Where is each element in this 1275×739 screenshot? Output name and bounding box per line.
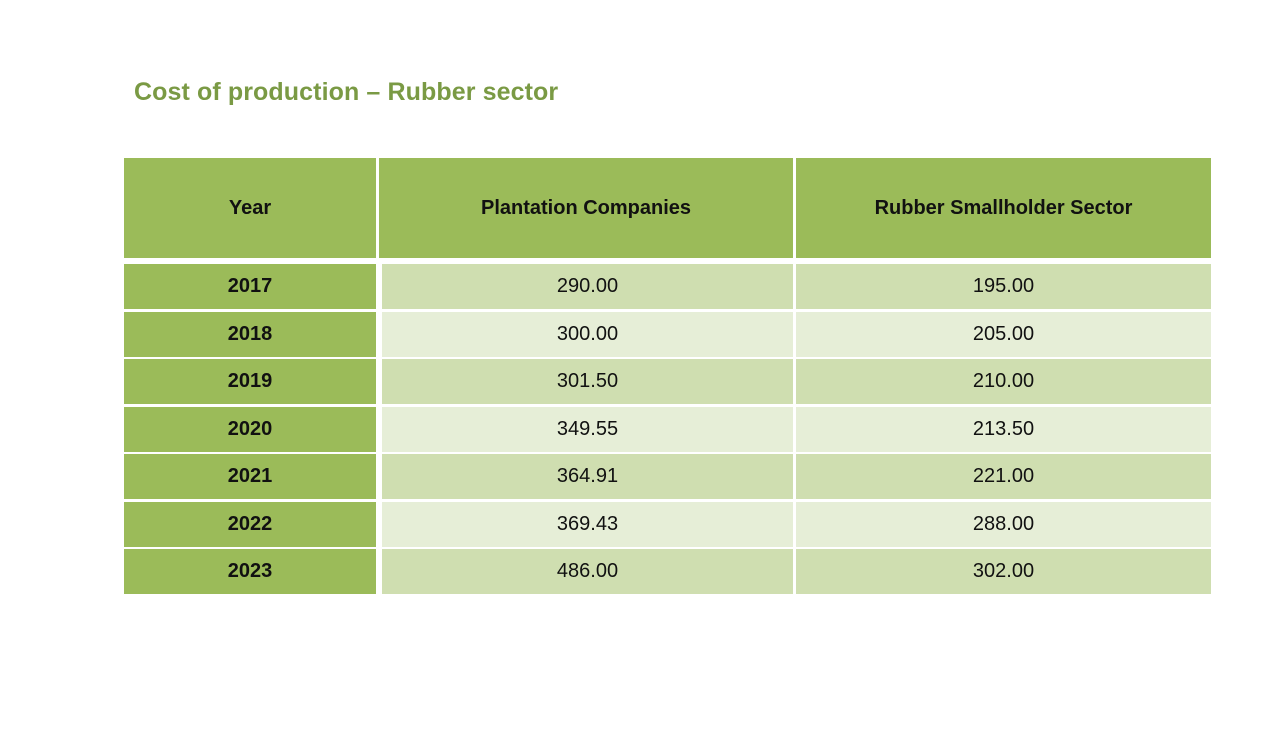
- table-row: 2020 349.55 213.50: [124, 406, 1211, 452]
- smallholder-value-cell: 205.00: [796, 311, 1211, 357]
- year-cell: 2019: [124, 359, 376, 404]
- column-divider: [376, 311, 382, 357]
- column-divider: [793, 454, 796, 499]
- cost-table: Year Plantation Companies Rubber Smallho…: [124, 158, 1211, 594]
- plantation-value-cell: 369.43: [382, 501, 793, 547]
- plantation-value-cell: 486.00: [382, 549, 793, 594]
- smallholder-value-cell: 195.00: [796, 264, 1211, 309]
- smallholder-value-cell: 288.00: [796, 501, 1211, 547]
- year-cell: 2018: [124, 311, 376, 357]
- year-cell: 2022: [124, 501, 376, 547]
- column-divider: [793, 264, 796, 309]
- column-divider: [376, 406, 382, 452]
- smallholder-value-cell: 210.00: [796, 359, 1211, 404]
- table-header-row: Year Plantation Companies Rubber Smallho…: [124, 158, 1211, 258]
- column-divider: [376, 158, 379, 258]
- header-rubber-smallholder-sector: Rubber Smallholder Sector: [796, 158, 1211, 258]
- table-row: 2017 290.00 195.00: [124, 264, 1211, 309]
- year-cell: 2021: [124, 454, 376, 499]
- smallholder-value-cell: 302.00: [796, 549, 1211, 594]
- table-row: 2018 300.00 205.00: [124, 311, 1211, 357]
- plantation-value-cell: 290.00: [382, 264, 793, 309]
- column-divider: [793, 549, 796, 594]
- plantation-value-cell: 349.55: [382, 406, 793, 452]
- column-divider: [793, 501, 796, 547]
- table-row: 2023 486.00 302.00: [124, 549, 1211, 594]
- plantation-value-cell: 300.00: [382, 311, 793, 357]
- plantation-value-cell: 301.50: [382, 359, 793, 404]
- column-divider: [376, 501, 382, 547]
- header-year: Year: [124, 158, 376, 258]
- year-cell: 2020: [124, 406, 376, 452]
- table-row: 2022 369.43 288.00: [124, 501, 1211, 547]
- column-divider: [793, 359, 796, 404]
- year-cell: 2017: [124, 264, 376, 309]
- column-divider: [376, 264, 382, 309]
- column-divider: [376, 454, 382, 499]
- column-divider: [793, 158, 796, 258]
- page-title: Cost of production – Rubber sector: [134, 78, 559, 106]
- table-row: 2021 364.91 221.00: [124, 454, 1211, 499]
- year-cell: 2023: [124, 549, 376, 594]
- smallholder-value-cell: 213.50: [796, 406, 1211, 452]
- header-plantation-companies: Plantation Companies: [379, 158, 793, 258]
- column-divider: [793, 406, 796, 452]
- table-body: 2017 290.00 195.00 2018 300.00 205.00 20…: [124, 264, 1211, 594]
- column-divider: [793, 311, 796, 357]
- table-row: 2019 301.50 210.00: [124, 359, 1211, 404]
- column-divider: [376, 359, 382, 404]
- smallholder-value-cell: 221.00: [796, 454, 1211, 499]
- column-divider: [376, 549, 382, 594]
- plantation-value-cell: 364.91: [382, 454, 793, 499]
